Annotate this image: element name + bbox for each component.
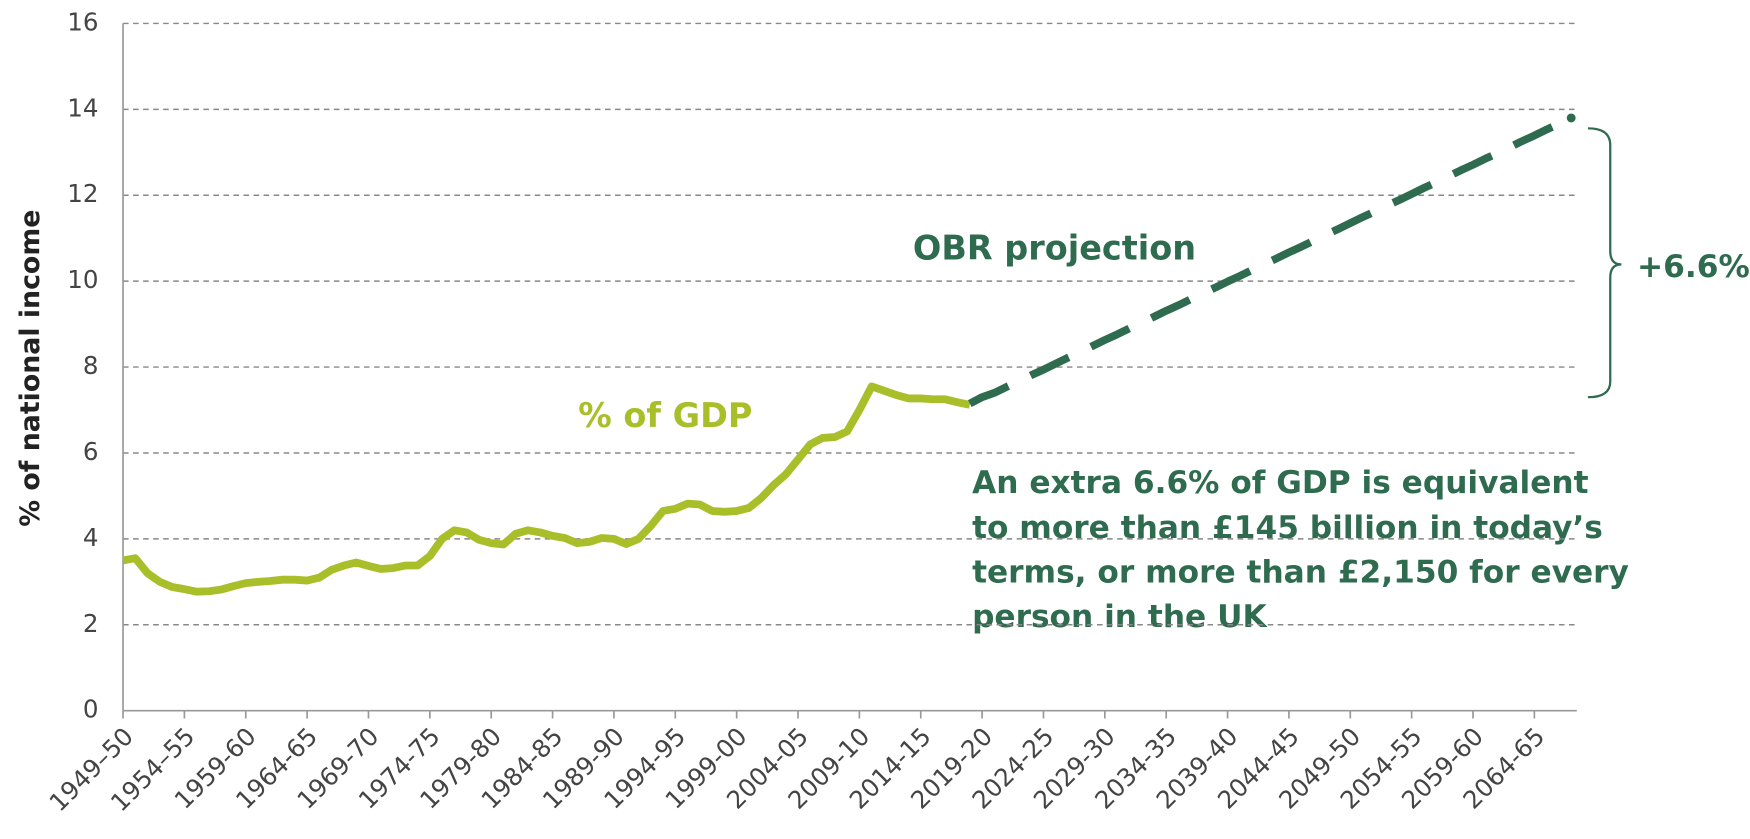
note: An extra 6.6% of GDP is equivalent to mo…: [972, 465, 1629, 635]
series-label: % of GDP: [578, 396, 752, 435]
note-line: person in the UK: [972, 599, 1268, 635]
y-axis-title: % of national income: [15, 210, 46, 527]
y-tick-label: 8: [83, 351, 99, 380]
note-line: terms, or more than £2,150 for every: [972, 554, 1629, 590]
end-dot: [1566, 113, 1576, 123]
series-label: OBR projection: [913, 228, 1196, 267]
y-tick-label: 14: [67, 93, 98, 122]
y-tick-label: 12: [67, 179, 98, 208]
y-tick-label: 0: [83, 695, 99, 724]
series-line: [968, 114, 1573, 408]
y-tick-label: 2: [83, 609, 99, 638]
y-tick-label: 10: [67, 265, 98, 294]
increase-label: +6.6%: [1637, 249, 1750, 285]
bracket: [1587, 127, 1622, 399]
series-line: [122, 382, 971, 596]
y-tick-label: 6: [83, 437, 99, 466]
note-line: to more than £145 billion in today’s: [972, 510, 1603, 546]
y-tick-label: 16: [67, 7, 98, 36]
y-tick-label: 4: [83, 523, 99, 552]
note-line: An extra 6.6% of GDP is equivalent: [972, 465, 1589, 501]
